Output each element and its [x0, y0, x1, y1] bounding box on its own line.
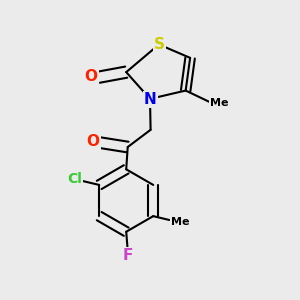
Text: O: O — [86, 134, 99, 149]
Text: Cl: Cl — [67, 172, 82, 186]
Text: S: S — [154, 37, 165, 52]
Text: O: O — [85, 69, 98, 84]
Text: F: F — [122, 248, 133, 263]
Text: Me: Me — [210, 98, 228, 108]
Text: Me: Me — [171, 217, 189, 227]
Text: N: N — [144, 92, 157, 107]
